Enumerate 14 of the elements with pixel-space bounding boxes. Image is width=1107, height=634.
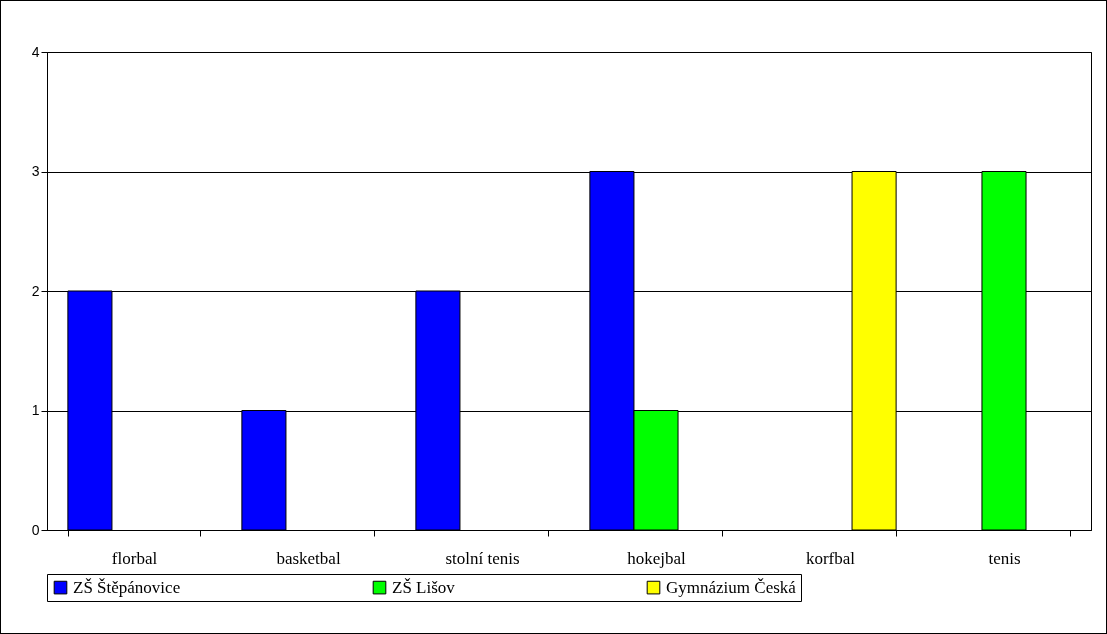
y-tick-label: 2 bbox=[31, 282, 40, 299]
x-tick-label: tenis bbox=[988, 548, 1021, 568]
x-tick-label: hokejbal bbox=[627, 548, 687, 568]
x-tick-label: stolní tenis bbox=[445, 548, 520, 568]
y-tick-label: 0 bbox=[31, 521, 40, 538]
x-tick-label: korfbal bbox=[805, 548, 856, 568]
y-tick-label: 4 bbox=[31, 43, 40, 60]
y-tick-label: 3 bbox=[31, 163, 40, 179]
legend-label: ZŠ Štěpánovice bbox=[73, 577, 181, 597]
legend-label: Gymnázium Česká bbox=[666, 577, 797, 597]
x-tick-label: florbal bbox=[111, 548, 158, 568]
y-tick-label: 1 bbox=[31, 402, 40, 418]
x-tick-label: basketbal bbox=[276, 548, 341, 568]
legend-label: ZŠ Lišov bbox=[392, 577, 456, 597]
